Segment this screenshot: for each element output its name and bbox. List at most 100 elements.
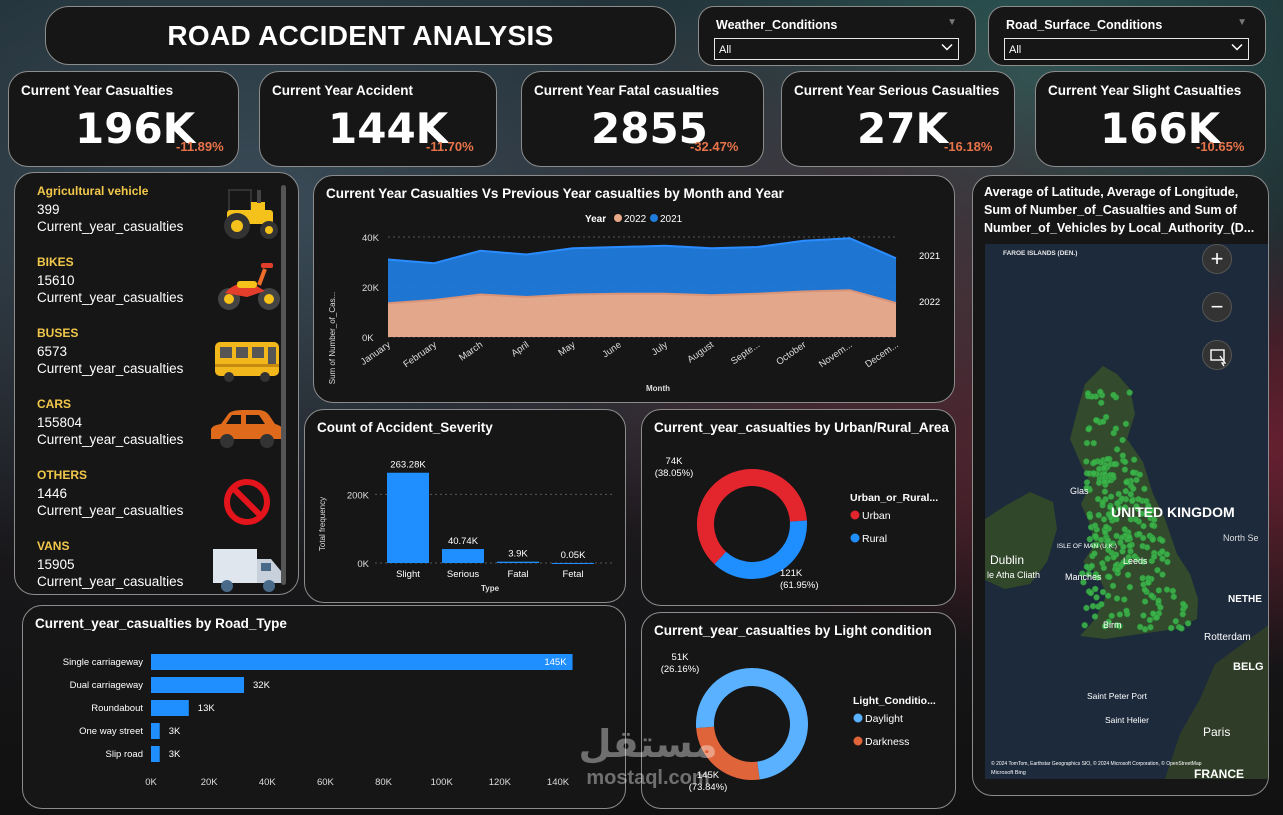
- x-tick-label: 140K: [547, 777, 570, 788]
- map-point: [1085, 425, 1092, 433]
- line-series-2022: [387, 289, 897, 305]
- vehicle-item-vans: VANS 15905 Current_year_casualties: [37, 539, 281, 592]
- map-point: [1094, 574, 1101, 581]
- map-point: [1140, 522, 1147, 530]
- map-point: [1098, 601, 1105, 608]
- map-point: [1086, 513, 1094, 521]
- zoom-in-button[interactable]: +: [1202, 244, 1232, 274]
- car-icon: [211, 410, 283, 448]
- map-point: [1116, 611, 1124, 618]
- slice-data-label: (61.95%): [780, 580, 819, 591]
- zoom-out-button[interactable]: −: [1202, 292, 1232, 322]
- kpi-value: 166K: [1100, 104, 1221, 153]
- data-label: 3K: [169, 726, 181, 737]
- x-tick-label: August: [685, 339, 716, 365]
- x-tick-label: 20K: [201, 777, 219, 788]
- kpi-card-accident: Current Year Accident 144K -11.70%: [259, 71, 497, 167]
- watermark: مستقل mostaql.com: [563, 721, 733, 801]
- map-point: [1121, 596, 1128, 603]
- collapse-chevron-icon[interactable]: ▼: [947, 17, 957, 28]
- uk-map[interactable]: FAROE ISLANDS (DEN.) UNITED KINGDOM Glas…: [985, 244, 1269, 779]
- select-region-icon: [1210, 349, 1227, 367]
- slice-urban: [697, 469, 807, 565]
- map-point: [1110, 391, 1117, 399]
- kpi-value: 196K: [75, 104, 196, 153]
- map-point: [1092, 416, 1100, 424]
- end-label-2021: 2021: [919, 251, 940, 262]
- map-point: [1133, 476, 1140, 484]
- slice-rural: [714, 520, 807, 579]
- map-point: [1149, 536, 1157, 543]
- map-point: [1159, 537, 1166, 544]
- map-point: [1163, 551, 1171, 558]
- map-point: [1130, 485, 1137, 493]
- kpi-value: 27K: [857, 104, 948, 153]
- map-point: [1091, 522, 1099, 529]
- map-point: [1104, 555, 1111, 562]
- map-point: [1142, 497, 1150, 505]
- map-point: [1115, 490, 1122, 498]
- casualties-by-month-chart-panel: Current Year Casualties Vs Previous Year…: [313, 175, 955, 403]
- x-tick-label: 60K: [317, 777, 335, 788]
- y-tick-label: 0K: [362, 333, 374, 344]
- vehicle-list-scrollbar[interactable]: [281, 185, 286, 585]
- road-surface-dropdown[interactable]: All: [1004, 38, 1249, 60]
- urban-rural-chart-title: Current_year_casualties by Urban/Rural_A…: [654, 420, 949, 435]
- kpi-delta: -10.65%: [1196, 139, 1245, 154]
- map-point: [1102, 523, 1110, 531]
- map-point: [1097, 536, 1105, 544]
- weather-dropdown[interactable]: All: [714, 38, 959, 60]
- vehicle-metric-label: Current_year_casualties: [37, 219, 184, 234]
- collapse-chevron-icon[interactable]: ▼: [1237, 17, 1247, 28]
- map-point: [1102, 413, 1110, 421]
- map-point: [1147, 624, 1154, 631]
- map-point: [1125, 533, 1133, 540]
- kpi-card-slight: Current Year Slight Casualties 166K -10.…: [1035, 71, 1266, 167]
- map-point: [1170, 593, 1178, 601]
- map-point: [1081, 621, 1088, 629]
- map-point: [1145, 510, 1152, 517]
- light-chart-title: Current_year_casualties by Light conditi…: [654, 623, 932, 638]
- bar-road-type: [151, 654, 573, 670]
- vehicle-metric-label: Current_year_casualties: [37, 290, 184, 305]
- map-point: [1121, 466, 1129, 473]
- map-point: [1097, 399, 1105, 407]
- map-point: [1167, 624, 1175, 632]
- x-tick-label: Fatal: [507, 569, 528, 580]
- legend-label-darkness: Darkness: [865, 736, 909, 748]
- map-point: [1095, 479, 1103, 487]
- watermark-arabic: مستقل: [578, 722, 718, 766]
- map-point: [1099, 588, 1107, 596]
- map-point: [1178, 625, 1185, 632]
- data-label: 0.05K: [561, 550, 586, 561]
- map-point: [1148, 592, 1155, 599]
- map-point: [1091, 585, 1099, 593]
- map-point: [1086, 535, 1094, 543]
- map-label: Saint Peter Port: [1087, 691, 1148, 701]
- road-surface-slicer-label: Road_Surface_Conditions: [1006, 18, 1163, 32]
- map-point: [1119, 436, 1126, 444]
- map-point: [1095, 465, 1103, 473]
- map-point: [1110, 429, 1117, 437]
- x-tick-label: 120K: [489, 777, 512, 788]
- y-tick-label: Single carriageway: [63, 657, 144, 668]
- slice-data-label: (73.84%): [689, 782, 728, 793]
- map-point: [1114, 500, 1121, 507]
- bar-road-type: [151, 746, 160, 762]
- slice-data-label: 145K: [697, 770, 720, 781]
- lasso-select-button[interactable]: [1202, 340, 1232, 370]
- line-series-2021: [387, 237, 897, 265]
- x-axis-label: Month: [646, 384, 670, 393]
- vehicle-item-cars: CARS 155804 Current_year_casualties: [37, 397, 283, 448]
- x-tick-label: Septe...: [729, 339, 762, 367]
- map-point: [1169, 587, 1177, 595]
- x-tick-label: Serious: [447, 569, 479, 580]
- legend-label-urban: Urban: [862, 510, 891, 522]
- map-point: [1091, 613, 1099, 620]
- vehicle-metric-label: Current_year_casualties: [37, 503, 184, 518]
- slice-data-label: (26.16%): [661, 664, 700, 675]
- prohibited-icon: [224, 479, 270, 525]
- weather-dropdown-value: All: [719, 44, 732, 56]
- map-point: [1093, 541, 1101, 549]
- map-point: [1144, 579, 1152, 586]
